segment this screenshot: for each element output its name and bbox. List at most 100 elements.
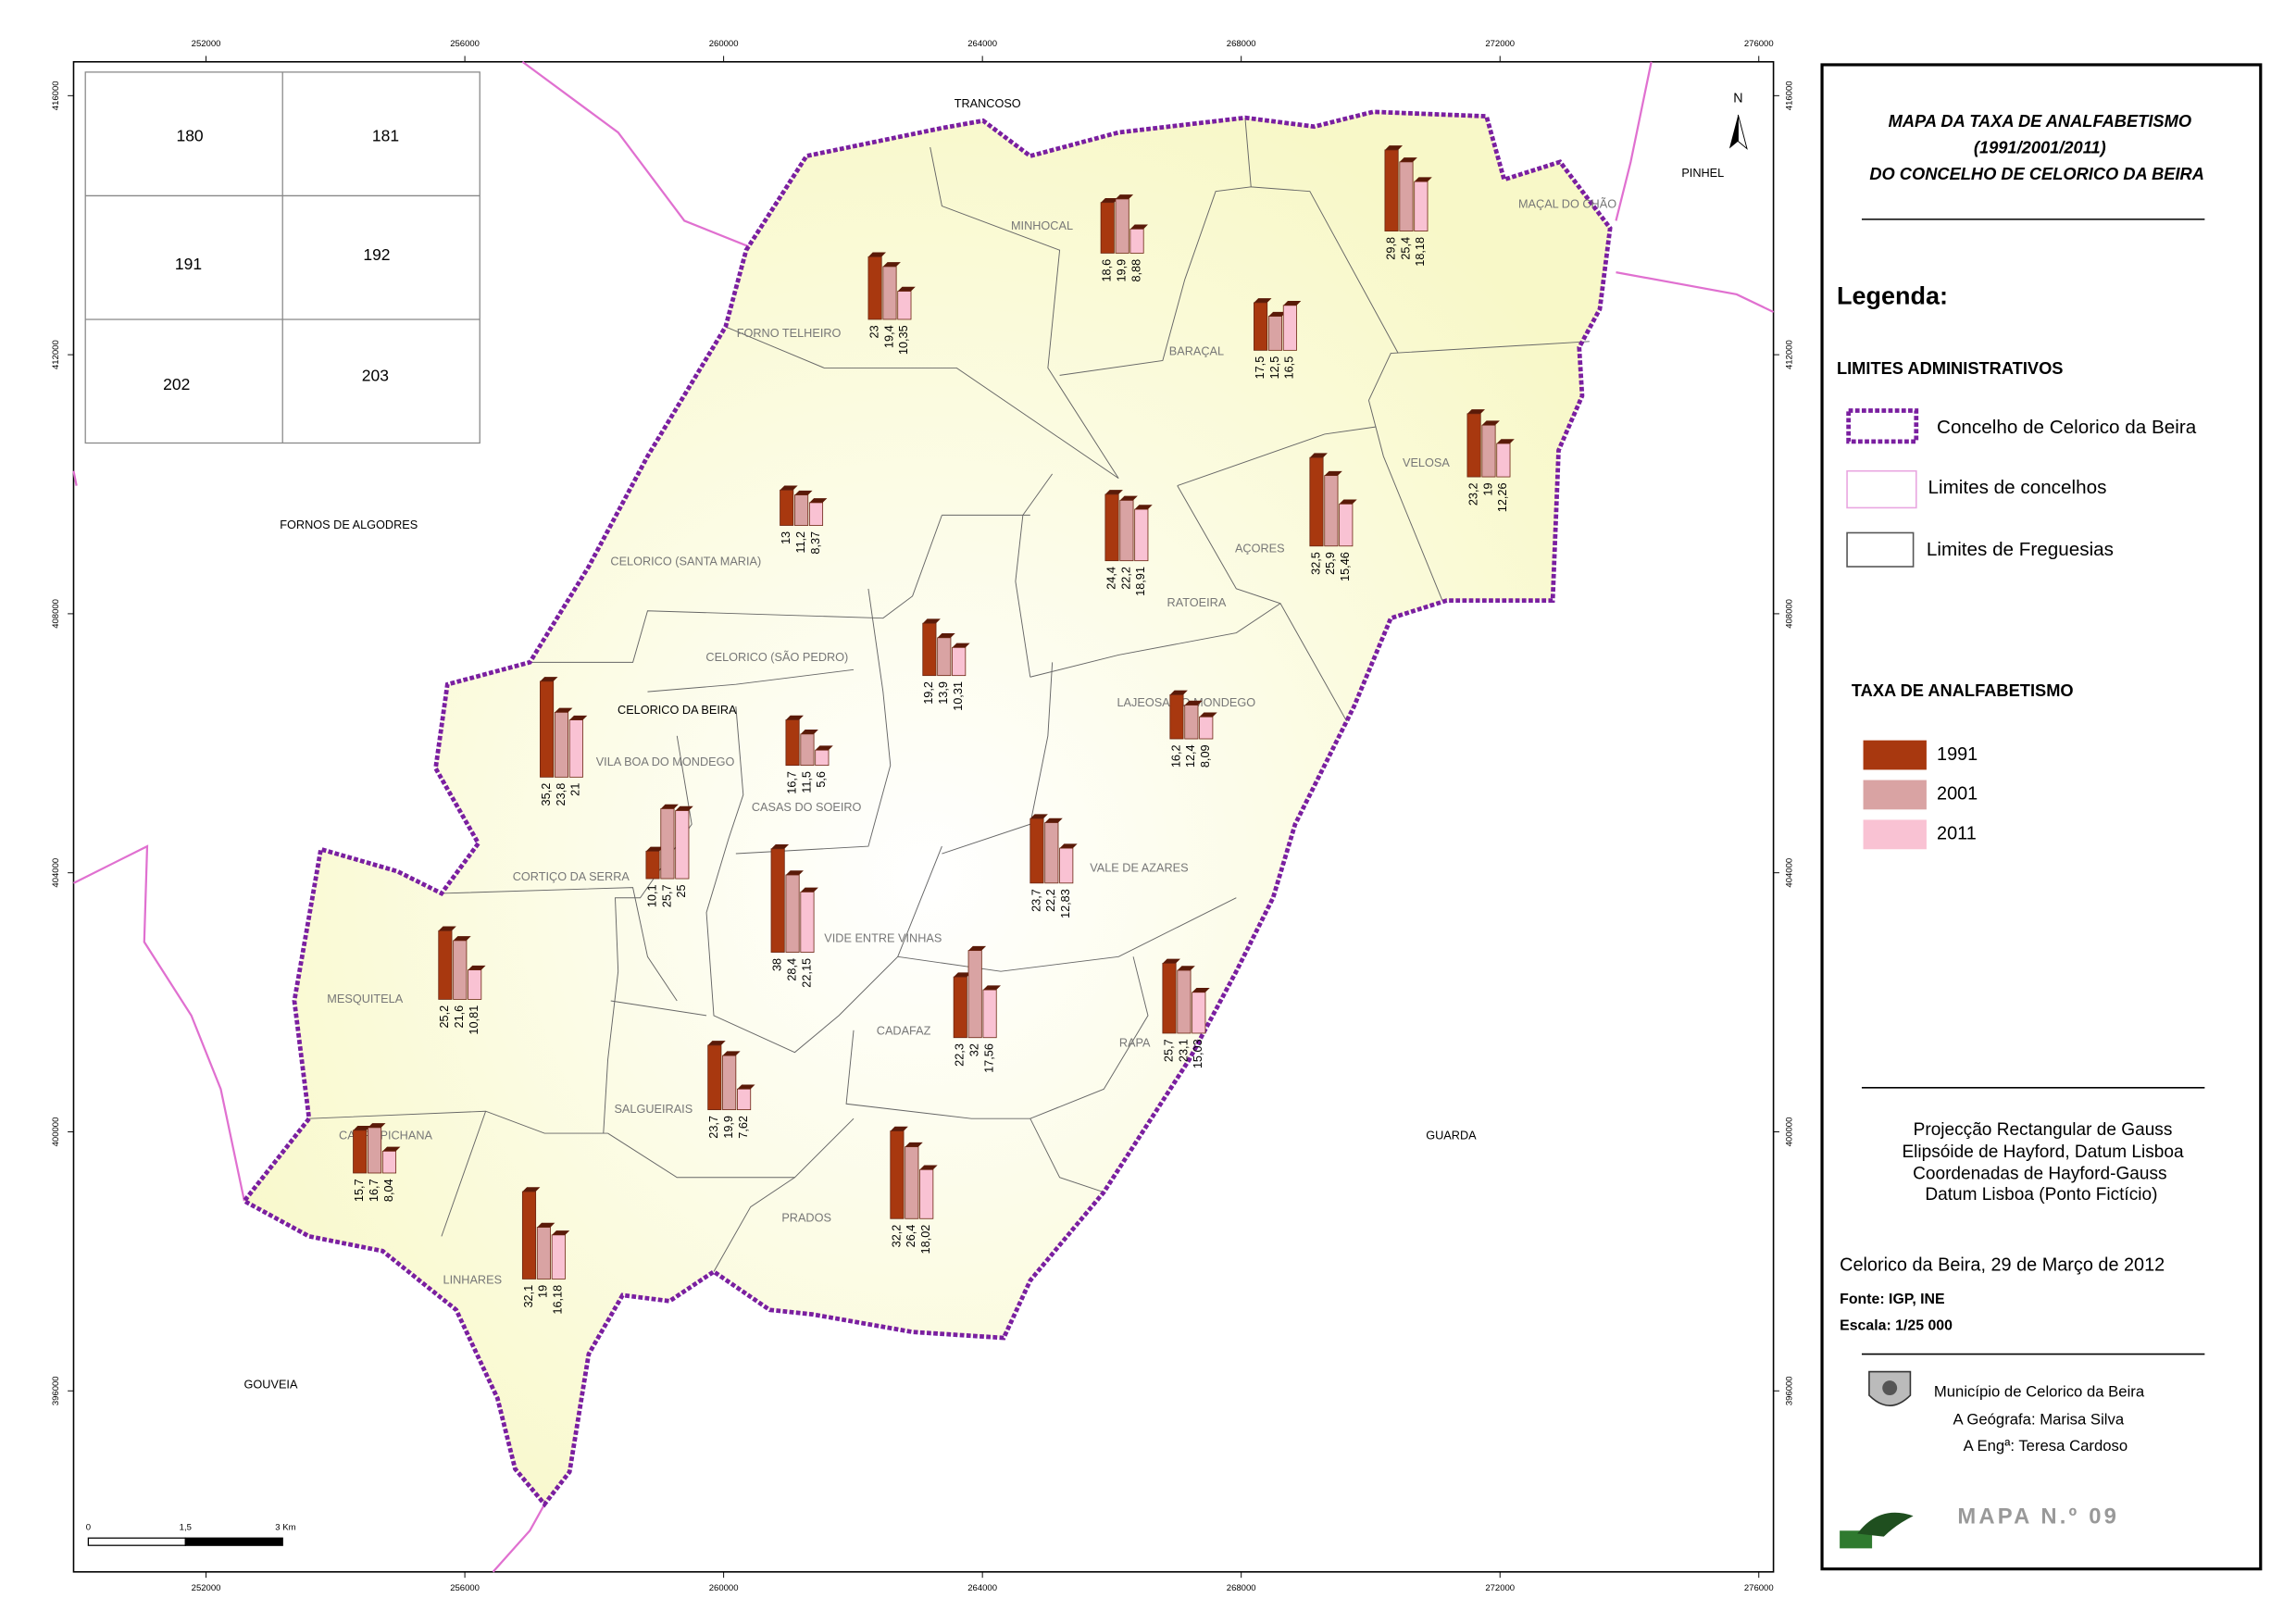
value-label: 19,9 [1115, 259, 1129, 282]
value-label: 22,15 [799, 958, 813, 988]
bar [1309, 456, 1324, 547]
bar-top [937, 633, 955, 638]
value-label: 8,04 [381, 1179, 395, 1202]
value-label: 22,2 [1118, 567, 1132, 590]
parish-label: MESQUITELA [327, 992, 403, 1005]
bar-top [537, 1222, 555, 1228]
bar-top [919, 1165, 938, 1170]
value-label: 18,91 [1133, 567, 1147, 596]
bar [785, 719, 800, 767]
value-label: 7,62 [736, 1116, 750, 1139]
municipal-boundaries [72, 60, 1775, 1573]
logo [1840, 1512, 1914, 1549]
bar-top [1466, 409, 1486, 414]
parish-label: CELORICO (SÃO PEDRO) [705, 650, 848, 664]
x-tick-label: 264000 [967, 1583, 997, 1593]
inset-label: 180 [176, 126, 203, 144]
bar [1481, 424, 1496, 478]
inset-label: 191 [175, 255, 202, 273]
bar [937, 637, 952, 677]
bar [815, 749, 830, 767]
bar-top [522, 1187, 541, 1192]
y-tick-label: 408000 [51, 599, 61, 629]
value-label: 16,2 [1168, 744, 1182, 768]
bar [770, 848, 785, 953]
value-label: 16,7 [367, 1179, 381, 1202]
parish-label: VIDE ENTRE VINHAS [824, 931, 942, 945]
bar-top [1177, 966, 1195, 971]
bar [922, 622, 937, 677]
value-label: 25,9 [1323, 552, 1337, 575]
value-label: 23,8 [554, 783, 568, 806]
bar [953, 976, 967, 1039]
bar [1414, 181, 1429, 231]
value-label: 32,2 [889, 1225, 903, 1248]
bar [536, 1227, 551, 1280]
legend-label: 1991 [1937, 744, 1978, 765]
value-label: 23 [867, 325, 880, 338]
bar-top [1399, 157, 1417, 162]
inset-label: 192 [363, 245, 390, 264]
value-label: 29,8 [1383, 237, 1397, 260]
bar [1496, 443, 1511, 478]
bar-top [675, 805, 693, 811]
x-tick-label: 268000 [1227, 1583, 1256, 1593]
bar [660, 808, 675, 880]
credit: A Engª: Teresa Cardoso [1964, 1437, 2128, 1454]
value-label: 15,7 [352, 1179, 366, 1202]
bar-top [1481, 420, 1500, 426]
y-tick-label: 416000 [51, 81, 61, 110]
bar-top [897, 286, 916, 292]
bar [353, 1130, 368, 1174]
parish-label: MINHOCAL [1011, 218, 1073, 232]
neighbour-label: GUARDA [1426, 1129, 1477, 1142]
bar-top [1384, 145, 1403, 150]
bar-top [707, 1041, 726, 1045]
scale-text: Escala: 1/25 000 [1840, 1318, 1953, 1334]
bar [1199, 716, 1214, 740]
legend-item: Limites de Freguesias [1927, 539, 2114, 560]
date: Celorico da Beira, 29 de Março de 2012 [1840, 1255, 2165, 1275]
bar-top [1129, 224, 1148, 230]
bar [1177, 969, 1192, 1034]
value-label: 23,7 [1029, 889, 1042, 912]
value-label: 8,09 [1198, 744, 1212, 768]
value-label: 24,4 [1104, 567, 1117, 590]
bar-top [785, 715, 804, 720]
bar [1192, 992, 1206, 1034]
bar-top [438, 926, 456, 931]
y-tick-label: 400000 [51, 1117, 61, 1147]
parish-label: CELORICO (SANTA MARIA) [610, 555, 761, 568]
parish-label: FORNO TELHEIRO [737, 326, 842, 340]
parish-boundaries [308, 118, 1590, 1272]
bar-top [800, 887, 818, 893]
bar-top [737, 1084, 755, 1090]
parish-label: RAPA [1119, 1035, 1151, 1049]
neighbour-label: TRANCOSO [955, 96, 1021, 110]
bar-top [815, 745, 833, 751]
value-label: 18,18 [1413, 237, 1427, 267]
legend-swatch [1863, 780, 1927, 810]
inset-map [84, 71, 480, 444]
value-label: 21,6 [452, 1005, 466, 1029]
bar-top [905, 1142, 923, 1147]
value-label: 10,81 [467, 1005, 480, 1035]
bar-top [968, 945, 987, 951]
bar [1282, 305, 1297, 351]
y-tick-label: 396000 [51, 1376, 61, 1405]
value-label: 25,2 [437, 1005, 451, 1029]
value-label: 12,5 [1267, 356, 1281, 380]
value-label: 12,26 [1495, 482, 1509, 512]
bar [1267, 316, 1283, 351]
value-label: 17,5 [1253, 356, 1267, 380]
legend-item: Limites de concelhos [1928, 477, 2107, 498]
bar-top [540, 677, 558, 681]
bar-top [1283, 301, 1302, 306]
value-label: 23,1 [1176, 1039, 1190, 1062]
bar-top [1199, 712, 1217, 718]
bar [1339, 503, 1354, 547]
value-label: 35,2 [539, 783, 553, 806]
bar [1044, 822, 1059, 884]
value-label: 23,7 [706, 1116, 720, 1139]
